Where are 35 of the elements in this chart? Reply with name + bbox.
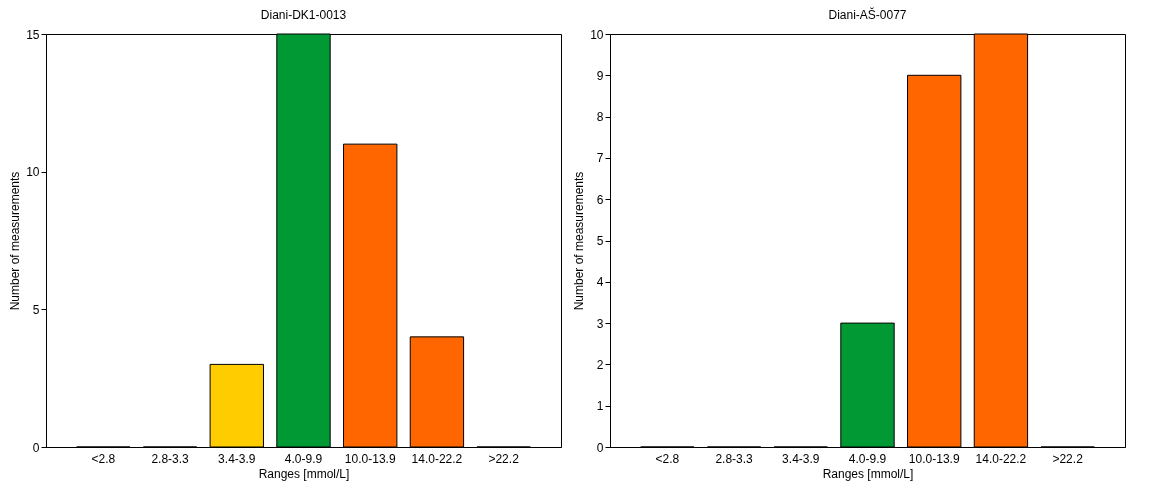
x-tick-label: 14.0-22.2 (975, 451, 1027, 466)
x-tick-label: 10.0-13.9 (908, 451, 960, 466)
y-tick-label: 1 (596, 399, 604, 414)
y-tick-label: 6 (596, 192, 604, 207)
y-tick-label: 0 (596, 440, 604, 455)
y-tick-label: 2 (596, 357, 604, 372)
y-tick-label: 7 (596, 151, 604, 166)
x-axis-title: Ranges [mmol/L] (822, 466, 914, 481)
y-tick-label: 9 (596, 68, 604, 83)
y-tick-label: 10 (26, 165, 40, 180)
chart-title: Diani-DK1-0013 (260, 8, 347, 22)
y-tick-label: 8 (596, 110, 604, 125)
x-tick-label: <2.8 (655, 451, 680, 466)
y-tick-label: 3 (596, 316, 604, 331)
y-tick-label: 10 (590, 27, 604, 42)
y-tick-label: 15 (26, 27, 40, 42)
y-axis-title: Number of measurements (8, 171, 23, 311)
x-tick-label: >22.2 (1052, 451, 1084, 466)
y-tick-label: 5 (596, 234, 604, 248)
x-tick-label: >22.2 (488, 451, 520, 466)
y-axis-title: Number of measurements (572, 171, 587, 311)
x-tick-label: 4.0-9.9 (848, 451, 887, 466)
x-tick-label: 3.4-3.9 (782, 451, 820, 466)
x-tick-label: 2.8-3.3 (715, 451, 754, 466)
chart-title: Diani-AŠ-0077 (828, 7, 907, 22)
x-tick-label: 10.0-13.9 (344, 451, 396, 466)
y-tick-label: 4 (596, 275, 604, 290)
x-axis-title: Ranges [mmol/L] (258, 466, 350, 481)
x-tick-label: 4.0-9.9 (284, 451, 323, 466)
y-tick-label: 5 (32, 302, 40, 317)
x-tick-label: <2.8 (91, 451, 116, 466)
x-tick-label: 14.0-22.2 (411, 451, 463, 466)
x-tick-label: 2.8-3.3 (151, 451, 190, 466)
y-tick-label: 0 (32, 440, 40, 455)
x-tick-label: 3.4-3.9 (218, 451, 256, 466)
